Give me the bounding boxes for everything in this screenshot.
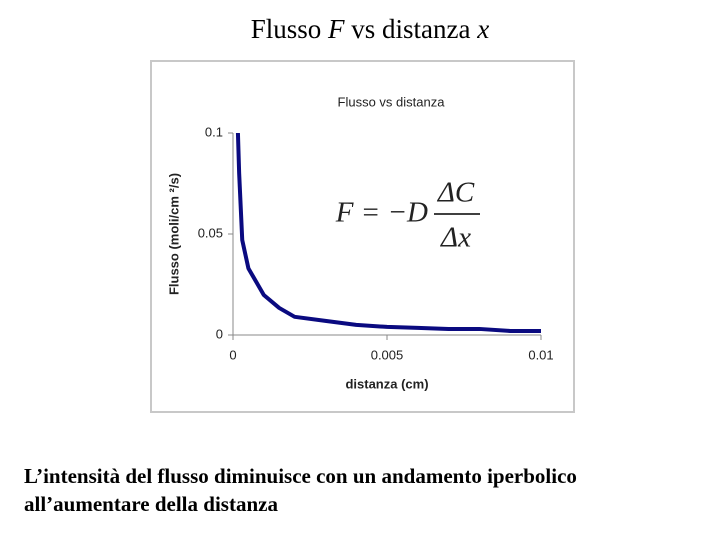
chart-frame [150,60,575,413]
formula: Δx [440,222,471,254]
formula: ΔC [437,177,475,209]
x-tick-label: 0.01 [528,347,553,362]
x-tick-label: 0.005 [371,347,404,362]
slide-title: Flusso F vs distanza x [0,14,720,45]
caption: L’intensità del flusso diminuisce con un… [24,462,577,518]
formula: F = −D [335,197,428,229]
title-text: Flusso [250,14,329,44]
title-text: x [477,14,490,44]
title-text: F [328,14,345,44]
y-tick-label: 0.1 [205,124,223,139]
caption-line: all’aumentare della distanza [24,492,278,516]
x-tick-label: 0 [229,347,236,362]
y-axis-label: Flusso (moli/cm ²/s) [166,173,181,295]
y-tick-label: 0.05 [198,225,223,240]
chart-title: Flusso vs distanza [338,94,446,109]
caption-line: L’intensità del flusso diminuisce con un… [24,464,577,488]
x-axis-label: distanza (cm) [345,376,428,391]
y-tick-label: 0 [216,326,223,341]
title-text: vs distanza [344,14,478,44]
flux-line [235,132,541,333]
